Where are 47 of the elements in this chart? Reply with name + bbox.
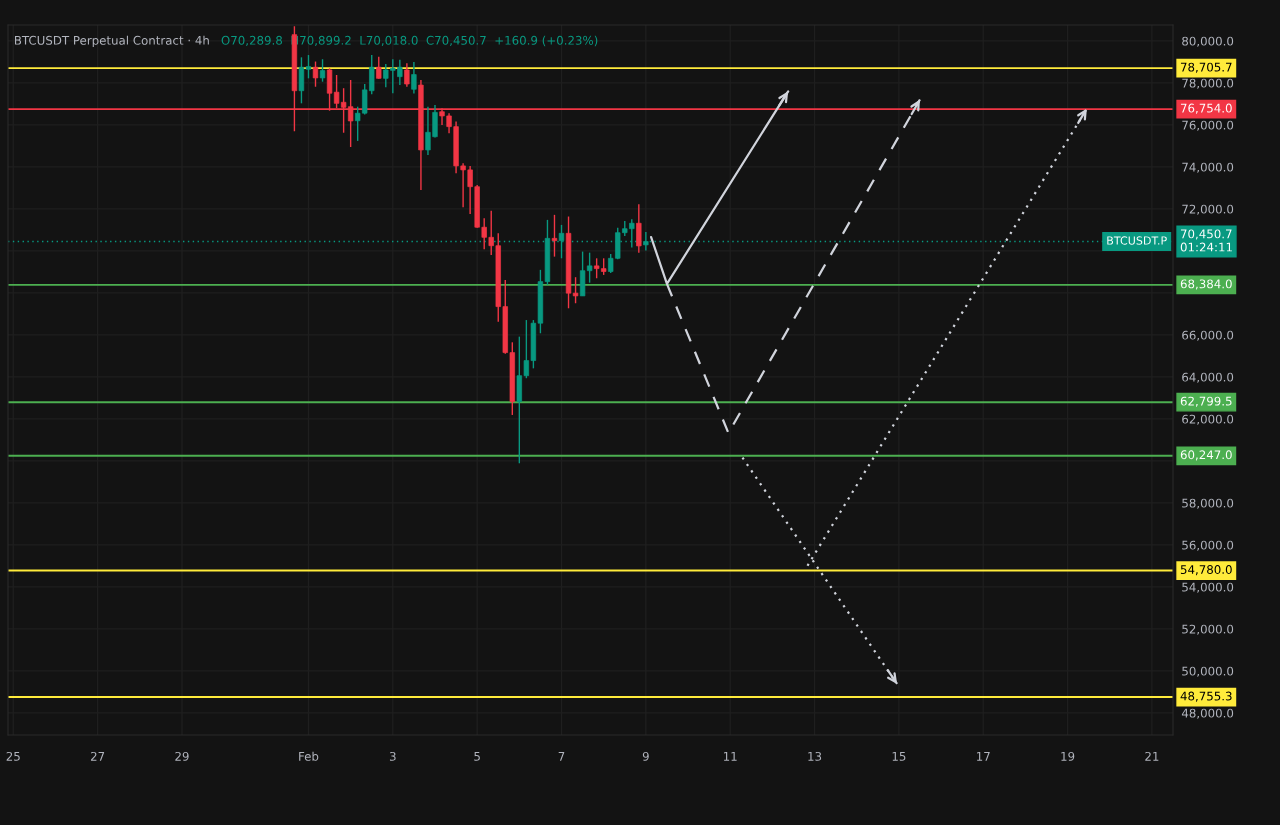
x-tick-label: 9 — [642, 751, 649, 761]
y-tick-label: 50,000.0 — [1182, 666, 1234, 677]
candlestick — [305, 54, 312, 80]
candlestick — [319, 58, 326, 83]
candlestick — [312, 60, 319, 88]
y-tick-label: 52,000.0 — [1182, 624, 1234, 635]
y-tick-label: 74,000.0 — [1182, 162, 1234, 173]
x-tick-label: 11 — [723, 752, 737, 761]
candlestick — [551, 214, 558, 258]
candlestick — [636, 203, 642, 254]
y-tick-label: 72,000.0 — [1182, 204, 1234, 215]
ref-line-label: 68,384.0 — [1180, 279, 1232, 290]
x-tick-label: 3 — [389, 751, 396, 761]
text: BTCUSDT Perpetual Contract · 4h — [14, 35, 209, 48]
x-tick-label: 15 — [892, 752, 906, 761]
y-tick-label: 62,000.0 — [1182, 414, 1234, 425]
y-tick-label: 66,000.0 — [1182, 330, 1234, 341]
ref-line-label: 70,450.7 01:24:11 — [1180, 229, 1232, 252]
x-tick-label: Feb — [299, 751, 319, 761]
x-tick-label: 17 — [977, 752, 990, 761]
ref-line-label: 54,780.0 — [1180, 565, 1232, 576]
y-tick-label: 76,000.0 — [1182, 120, 1234, 131]
y-tick-label: 78,000.0 — [1182, 78, 1234, 89]
x-tick-label: 25 — [6, 751, 20, 761]
x-tick-label: 13 — [808, 751, 822, 761]
ref-line-label: 60,247.0 — [1180, 450, 1232, 461]
x-tick-label: 21 — [1145, 751, 1159, 761]
ref-line-label: 78,705.7 — [1180, 62, 1232, 73]
x-tick-label: 29 — [175, 751, 189, 761]
ref-line-label: 76,754.0 — [1180, 103, 1232, 114]
x-tick-label: 5 — [474, 752, 480, 761]
y-tick-label: 56,000.0 — [1182, 540, 1234, 551]
y-tick-label: 48,000.0 — [1181, 708, 1234, 719]
ref-line-label: 48,755.3 — [1180, 691, 1232, 702]
y-tick-label: 58,000.0 — [1182, 498, 1234, 509]
x-tick-label: 19 — [1061, 751, 1075, 761]
annotation: BTCUSDT.P — [1107, 236, 1167, 245]
candlestick — [298, 56, 305, 105]
y-tick-label: 80,000.0 — [1182, 36, 1234, 47]
ref-line-label: 62,799.5 — [1180, 396, 1232, 407]
x-tick-label: 27 — [90, 751, 105, 761]
candlestick — [404, 62, 410, 88]
candlestick — [376, 56, 382, 80]
y-tick-label: 64,000.0 — [1182, 372, 1234, 383]
y-tick-label: 54,000.0 — [1182, 582, 1234, 593]
candlestick — [411, 61, 417, 95]
x-tick-label: 7 — [558, 752, 565, 761]
